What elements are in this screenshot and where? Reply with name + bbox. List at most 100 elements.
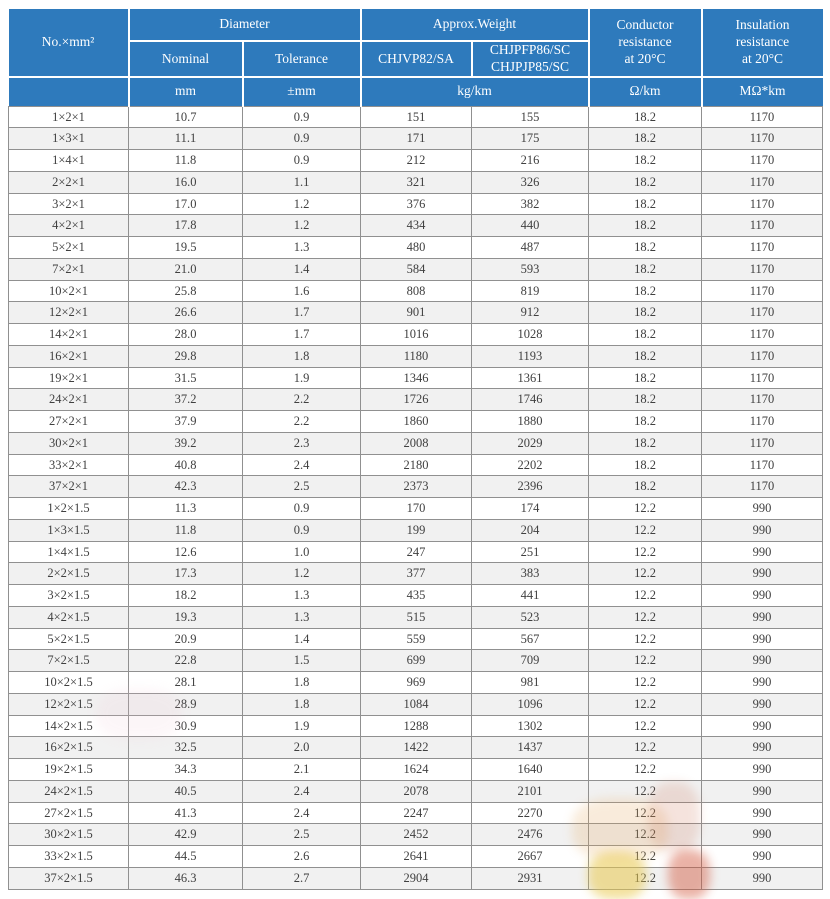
cell-nominal-diameter: 11.8 (128, 149, 243, 172)
cell-insulation-resistance: 990 (701, 540, 824, 564)
cell-spec: 3×2×1.5 (8, 584, 129, 607)
cell-insulation-resistance: 1170 (701, 344, 824, 368)
cell-conductor-resistance: 12.2 (588, 518, 703, 542)
cell-spec: 1×2×1.5 (8, 497, 129, 520)
cell-conductor-resistance: 18.2 (588, 149, 703, 172)
table-row: 33×2×1.5 44.5 2.6 2641 2667 12.2 990 (8, 845, 824, 868)
cell-nominal-diameter: 21.0 (128, 257, 243, 281)
cell-conductor-resistance: 12.2 (588, 649, 703, 672)
cell-weight-chjpfp86: 2270 (471, 801, 590, 825)
cell-insulation-resistance: 990 (701, 845, 824, 868)
cell-conductor-resistance: 18.2 (588, 431, 703, 455)
cell-conductor-resistance: 18.2 (588, 236, 703, 259)
table-row: 1×4×1 11.8 0.9 212 216 18.2 1170 (8, 149, 824, 172)
table-row: 4×2×1 17.8 1.2 434 440 18.2 1170 (8, 214, 824, 237)
cell-tolerance: 0.9 (241, 105, 362, 129)
cell-tolerance: 1.7 (241, 323, 362, 346)
cell-conductor-resistance: 18.2 (588, 410, 703, 433)
header-weight-chjpjp85-line2: CHJPJP85/SC (490, 59, 570, 74)
cell-insulation-resistance: 1170 (701, 236, 824, 259)
cell-weight-chjpfp86: 981 (471, 671, 590, 694)
cell-spec: 24×2×1 (8, 388, 129, 411)
cell-tolerance: 2.2 (241, 388, 362, 411)
cell-nominal-diameter: 19.5 (128, 236, 243, 259)
cell-weight-chjvp82: 559 (360, 627, 473, 651)
cell-conductor-resistance: 18.2 (588, 344, 703, 368)
cell-conductor-resistance: 18.2 (588, 323, 703, 346)
cell-insulation-resistance: 990 (701, 736, 824, 759)
cell-weight-chjpfp86: 819 (471, 279, 590, 303)
cell-weight-chjvp82: 434 (360, 214, 473, 237)
cell-weight-chjpfp86: 175 (471, 127, 590, 150)
cell-conductor-resistance: 12.2 (588, 605, 703, 629)
cell-spec: 30×2×1 (8, 431, 129, 455)
cell-conductor-resistance: 18.2 (588, 192, 703, 216)
cell-conductor-resistance: 18.2 (588, 475, 703, 498)
cell-insulation-resistance: 1170 (701, 301, 824, 324)
table-row: 10×2×1.5 28.1 1.8 969 981 12.2 990 (8, 671, 824, 694)
unit-weight: kg/km (360, 76, 590, 106)
cell-spec: 27×2×1.5 (8, 801, 129, 825)
table-row: 30×2×1.5 42.9 2.5 2452 2476 12.2 990 (8, 823, 824, 846)
cell-tolerance: 2.4 (241, 801, 362, 825)
cell-weight-chjpfp86: 1096 (471, 692, 590, 716)
cell-tolerance: 2.1 (241, 758, 362, 781)
cell-nominal-diameter: 17.3 (128, 562, 243, 585)
cell-weight-chjpfp86: 383 (471, 562, 590, 585)
cell-nominal-diameter: 30.9 (128, 714, 243, 738)
cell-insulation-resistance: 990 (701, 866, 824, 890)
cell-insulation-resistance: 990 (701, 584, 824, 607)
cell-nominal-diameter: 37.2 (128, 388, 243, 411)
cell-weight-chjpfp86: 204 (471, 518, 590, 542)
cell-nominal-diameter: 28.1 (128, 671, 243, 694)
cell-nominal-diameter: 17.0 (128, 192, 243, 216)
cell-conductor-resistance: 12.2 (588, 497, 703, 520)
cell-weight-chjvp82: 584 (360, 257, 473, 281)
header-weight-chjvp82: CHJVP82/SA (360, 41, 473, 77)
cell-weight-chjvp82: 2373 (360, 475, 473, 498)
cell-weight-chjvp82: 901 (360, 301, 473, 324)
cell-nominal-diameter: 39.2 (128, 431, 243, 455)
cell-weight-chjpfp86: 251 (471, 540, 590, 564)
cell-weight-chjpfp86: 523 (471, 605, 590, 629)
cell-insulation-resistance: 1170 (701, 192, 824, 216)
cell-spec: 1×2×1 (8, 105, 129, 129)
cell-weight-chjpfp86: 1193 (471, 344, 590, 368)
table-row: 2×2×1.5 17.3 1.2 377 383 12.2 990 (8, 562, 824, 585)
cell-weight-chjvp82: 480 (360, 236, 473, 259)
cell-weight-chjvp82: 171 (360, 127, 473, 150)
table-row: 4×2×1.5 19.3 1.3 515 523 12.2 990 (8, 605, 824, 629)
cell-weight-chjpfp86: 155 (471, 105, 590, 129)
cell-insulation-resistance: 1170 (701, 366, 824, 390)
cell-weight-chjvp82: 1346 (360, 366, 473, 390)
cell-conductor-resistance: 12.2 (588, 758, 703, 781)
unit-size-empty (8, 76, 130, 106)
cell-conductor-resistance: 18.2 (588, 105, 703, 129)
cell-insulation-resistance: 990 (701, 497, 824, 520)
header-weight-chjpfp86: CHJPFP86/SC CHJPJP85/SC (471, 41, 590, 77)
cell-insulation-resistance: 990 (701, 627, 824, 651)
cell-weight-chjvp82: 1180 (360, 344, 473, 368)
cell-spec: 1×4×1.5 (8, 540, 129, 564)
cell-nominal-diameter: 11.3 (128, 497, 243, 520)
cell-tolerance: 2.3 (241, 431, 362, 455)
cell-spec: 12×2×1 (8, 301, 129, 324)
cell-tolerance: 1.2 (241, 214, 362, 237)
cell-weight-chjvp82: 199 (360, 518, 473, 542)
cell-nominal-diameter: 42.3 (128, 475, 243, 498)
cell-spec: 3×2×1 (8, 192, 129, 216)
cell-nominal-diameter: 11.1 (128, 127, 243, 150)
header-insulation-line2: resistance (735, 34, 790, 50)
table-row: 27×2×1 37.9 2.2 1860 1880 18.2 1170 (8, 410, 824, 433)
cell-weight-chjpfp86: 2667 (471, 845, 590, 868)
header-conductor-line2: resistance (618, 34, 672, 50)
unit-conductor: Ω/km (588, 76, 703, 106)
cell-spec: 14×2×1.5 (8, 714, 129, 738)
cell-tolerance: 2.0 (241, 736, 362, 759)
cell-tolerance: 1.6 (241, 279, 362, 303)
cell-weight-chjvp82: 1084 (360, 692, 473, 716)
cell-nominal-diameter: 32.5 (128, 736, 243, 759)
cell-weight-chjpfp86: 1028 (471, 323, 590, 346)
cell-weight-chjvp82: 515 (360, 605, 473, 629)
header-insulation-line1: Insulation (735, 17, 790, 33)
